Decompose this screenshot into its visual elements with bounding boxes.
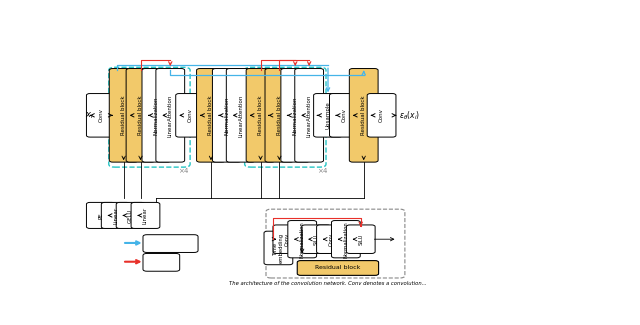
- Text: Normalization: Normalization: [292, 96, 298, 135]
- Text: Residual block: Residual block: [209, 96, 214, 135]
- Text: Normalization: Normalization: [154, 96, 159, 135]
- Text: Linear: Linear: [143, 207, 148, 224]
- FancyBboxPatch shape: [264, 231, 292, 265]
- Text: SiLU: SiLU: [358, 233, 364, 245]
- Text: PE: PE: [99, 212, 103, 219]
- Text: Conv: Conv: [285, 233, 290, 246]
- FancyBboxPatch shape: [143, 254, 180, 271]
- FancyBboxPatch shape: [86, 202, 115, 228]
- Text: $\epsilon_\theta(x_i)$: $\epsilon_\theta(x_i)$: [399, 109, 420, 122]
- FancyBboxPatch shape: [367, 94, 396, 137]
- Text: Normalization: Normalization: [300, 221, 305, 258]
- FancyBboxPatch shape: [346, 225, 375, 254]
- FancyBboxPatch shape: [109, 69, 138, 162]
- Text: SiLU: SiLU: [314, 233, 319, 245]
- FancyBboxPatch shape: [330, 94, 358, 137]
- Text: Residual block: Residual block: [121, 96, 126, 135]
- FancyBboxPatch shape: [295, 69, 324, 162]
- FancyBboxPatch shape: [116, 202, 145, 228]
- FancyBboxPatch shape: [297, 261, 379, 275]
- Text: Add: Add: [155, 259, 168, 265]
- Text: Conv: Conv: [328, 233, 333, 246]
- FancyBboxPatch shape: [176, 94, 205, 137]
- Text: The architecture of the convolution network. Conv denotes a convolution...: The architecture of the convolution netw…: [229, 281, 427, 286]
- Text: Time
embedding: Time embedding: [273, 233, 284, 263]
- FancyBboxPatch shape: [212, 69, 241, 162]
- Text: Conv: Conv: [341, 109, 346, 122]
- Text: $t$: $t$: [85, 210, 90, 221]
- FancyBboxPatch shape: [273, 225, 301, 254]
- Text: Residual block: Residual block: [277, 96, 282, 135]
- FancyBboxPatch shape: [131, 202, 160, 228]
- FancyBboxPatch shape: [317, 225, 346, 254]
- Text: Concatenation: Concatenation: [145, 240, 196, 246]
- FancyBboxPatch shape: [246, 69, 275, 162]
- Text: LinearAttention: LinearAttention: [238, 94, 243, 136]
- Text: Conv: Conv: [379, 109, 384, 122]
- Text: LinearAttention: LinearAttention: [307, 94, 312, 136]
- FancyBboxPatch shape: [349, 69, 378, 162]
- FancyBboxPatch shape: [288, 221, 317, 258]
- FancyBboxPatch shape: [265, 69, 294, 162]
- FancyBboxPatch shape: [101, 202, 130, 228]
- FancyBboxPatch shape: [281, 69, 310, 162]
- Text: LinearAttention: LinearAttention: [168, 94, 173, 136]
- FancyBboxPatch shape: [86, 94, 115, 137]
- FancyBboxPatch shape: [332, 221, 360, 258]
- Text: Residual block: Residual block: [361, 96, 366, 135]
- FancyBboxPatch shape: [143, 235, 198, 253]
- Text: Linear: Linear: [113, 207, 118, 224]
- Text: Upsample: Upsample: [326, 101, 330, 129]
- FancyBboxPatch shape: [301, 225, 330, 254]
- Text: Residual block: Residual block: [258, 96, 263, 135]
- FancyBboxPatch shape: [227, 69, 255, 162]
- Text: Residual block: Residual block: [138, 96, 143, 135]
- Text: $\times 4$: $\times 4$: [317, 166, 328, 175]
- Text: $x_i$: $x_i$: [85, 110, 93, 121]
- FancyBboxPatch shape: [126, 69, 155, 162]
- FancyBboxPatch shape: [314, 94, 342, 137]
- Text: $\times 4$: $\times 4$: [178, 166, 189, 175]
- FancyBboxPatch shape: [196, 69, 225, 162]
- FancyBboxPatch shape: [156, 69, 185, 162]
- Text: Normalization: Normalization: [224, 96, 229, 135]
- Text: Normalization: Normalization: [343, 221, 348, 258]
- FancyBboxPatch shape: [142, 69, 171, 162]
- Text: GELU: GELU: [128, 208, 133, 223]
- Text: Residual block: Residual block: [316, 266, 360, 270]
- Text: Conv: Conv: [188, 109, 193, 122]
- Text: Conv: Conv: [99, 109, 103, 122]
